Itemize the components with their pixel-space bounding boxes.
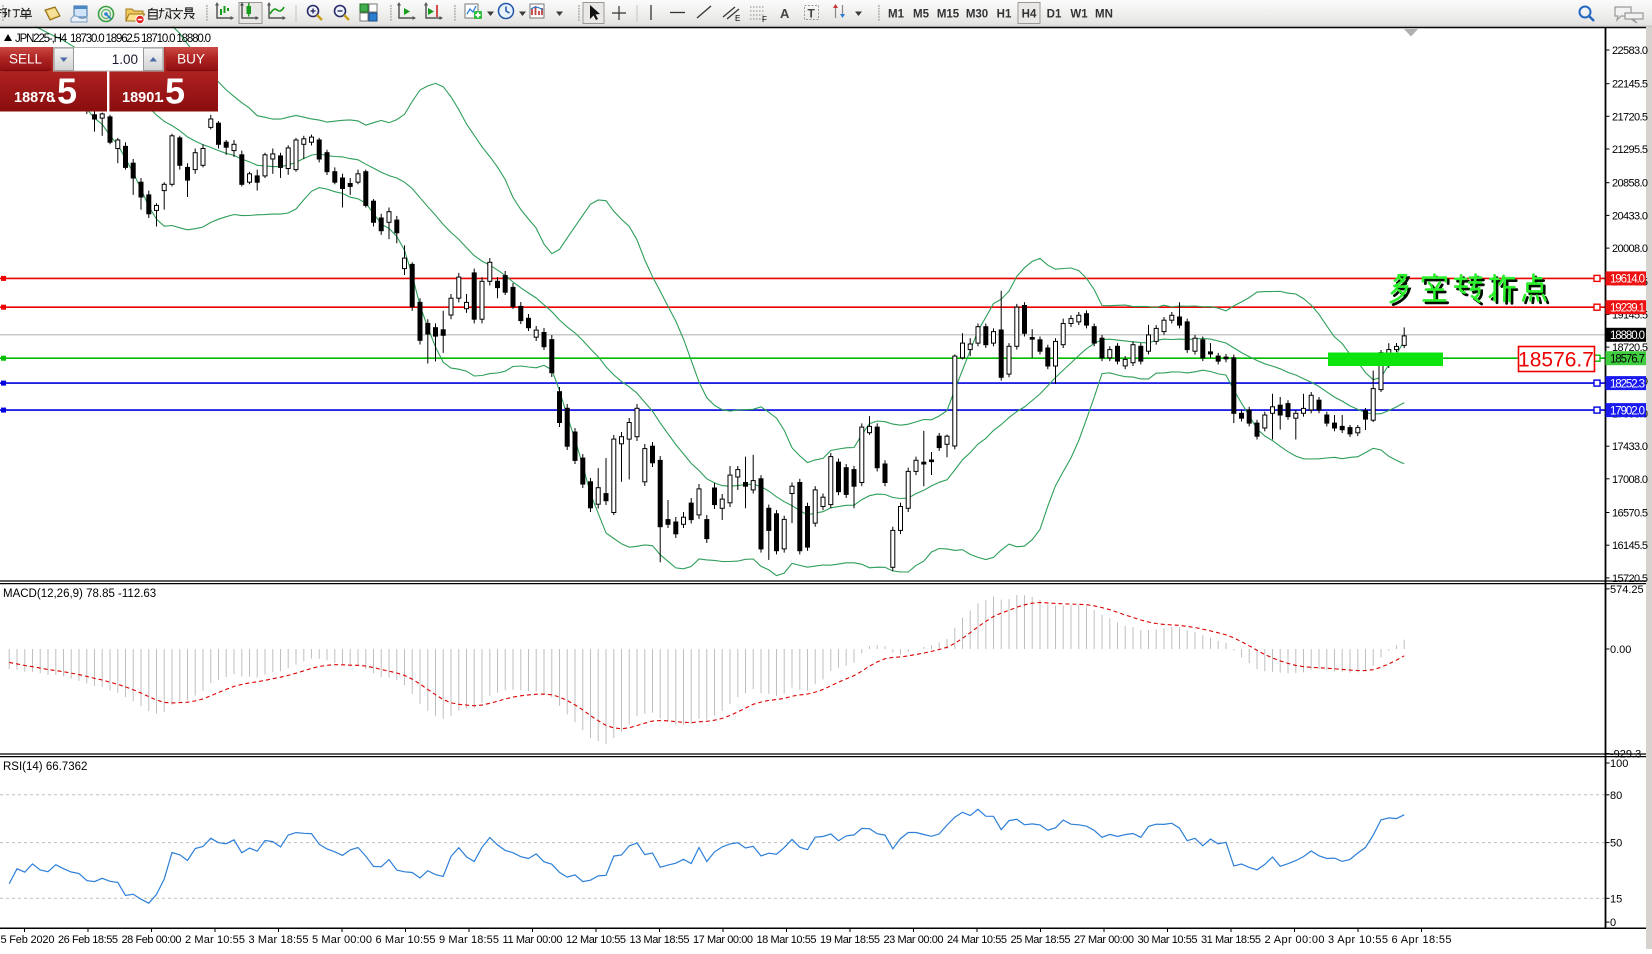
svg-text:1.00: 1.00 xyxy=(112,52,138,67)
svg-text:M30: M30 xyxy=(966,9,988,21)
svg-text:25 Feb 2020: 25 Feb 2020 xyxy=(0,934,55,946)
svg-text:6 Apr 18:55: 6 Apr 18:55 xyxy=(1392,934,1452,946)
svg-text:5: 5 xyxy=(165,71,185,112)
svg-text:12 Mar 10:55: 12 Mar 10:55 xyxy=(566,934,626,946)
svg-text:BUY: BUY xyxy=(177,52,205,67)
svg-text:31 Mar 18:55: 31 Mar 18:55 xyxy=(1201,934,1261,946)
svg-text:22583.0: 22583.0 xyxy=(1612,45,1648,57)
svg-text:D1: D1 xyxy=(1047,9,1062,21)
svg-text:30 Mar 10:55: 30 Mar 10:55 xyxy=(1138,934,1198,946)
svg-text:22145.5: 22145.5 xyxy=(1612,79,1648,91)
svg-text:11 Mar 00:00: 11 Mar 00:00 xyxy=(503,934,563,946)
svg-text:18901: 18901 xyxy=(122,90,162,106)
svg-text:2 Mar 10:55: 2 Mar 10:55 xyxy=(185,934,245,946)
svg-text:5 Mar 00:00: 5 Mar 00:00 xyxy=(312,934,372,946)
svg-text:24 Mar 10:55: 24 Mar 10:55 xyxy=(947,934,1007,946)
svg-text:23 Mar 00:00: 23 Mar 00:00 xyxy=(884,934,944,946)
svg-text:.: . xyxy=(160,89,164,106)
svg-text:18576.7: 18576.7 xyxy=(1610,353,1645,365)
svg-text:19239.1: 19239.1 xyxy=(1610,302,1645,314)
svg-text:26 Feb 18:55: 26 Feb 18:55 xyxy=(58,934,118,946)
svg-text:16145.5: 16145.5 xyxy=(1612,540,1648,552)
svg-text:15720.5: 15720.5 xyxy=(1612,573,1648,585)
svg-text:T: T xyxy=(808,7,816,21)
svg-text:6 Mar 10:55: 6 Mar 10:55 xyxy=(376,934,436,946)
svg-text:M1: M1 xyxy=(888,9,905,21)
svg-text:RSI(14) 66.7362: RSI(14) 66.7362 xyxy=(3,761,87,773)
svg-text:-929.3: -929.3 xyxy=(1610,749,1641,761)
svg-text:H1: H1 xyxy=(997,9,1012,21)
svg-text:20008.0: 20008.0 xyxy=(1612,243,1648,255)
svg-text:80: 80 xyxy=(1610,790,1622,802)
svg-text:21295.5: 21295.5 xyxy=(1612,144,1648,156)
svg-text:15: 15 xyxy=(1610,893,1622,905)
svg-text:100: 100 xyxy=(1610,758,1628,770)
svg-text:SELL: SELL xyxy=(9,52,43,67)
svg-text:18720.5: 18720.5 xyxy=(1612,342,1648,354)
svg-text:28 Feb 00:00: 28 Feb 00:00 xyxy=(122,934,182,946)
svg-text:17 Mar 00:00: 17 Mar 00:00 xyxy=(693,934,753,946)
svg-text:3 Mar 18:55: 3 Mar 18:55 xyxy=(249,934,309,946)
svg-text:F: F xyxy=(762,15,767,24)
svg-text:17008.0: 17008.0 xyxy=(1612,474,1648,486)
svg-text:18878: 18878 xyxy=(14,90,54,106)
svg-text:0.00: 0.00 xyxy=(1610,644,1631,656)
svg-text:19 Mar 18:55: 19 Mar 18:55 xyxy=(820,934,880,946)
svg-text:27 Mar 00:00: 27 Mar 00:00 xyxy=(1074,934,1134,946)
svg-text:18 Mar 10:55: 18 Mar 10:55 xyxy=(757,934,817,946)
svg-text:25 Mar 18:55: 25 Mar 18:55 xyxy=(1011,934,1071,946)
svg-text:20433.0: 20433.0 xyxy=(1612,210,1648,222)
svg-text:19614.0: 19614.0 xyxy=(1610,274,1645,286)
svg-text:MN: MN xyxy=(1095,9,1113,21)
svg-text:3 Apr 10:55: 3 Apr 10:55 xyxy=(1328,934,1388,946)
svg-text:M5: M5 xyxy=(913,9,930,21)
svg-text:0: 0 xyxy=(1610,917,1616,929)
svg-text:A: A xyxy=(780,6,790,21)
svg-text:574.25: 574.25 xyxy=(1610,584,1644,596)
svg-text:17902.0: 17902.0 xyxy=(1610,405,1645,417)
svg-text:JPN225-,H4 18730.0 18962.5 18: JPN225-,H4 18730.0 18962.5 18710.0 18880… xyxy=(15,33,211,45)
svg-text:W1: W1 xyxy=(1070,9,1088,21)
svg-text:2 Apr 00:00: 2 Apr 00:00 xyxy=(1265,934,1325,946)
svg-text:MACD(12,26,9) 78.85 -112.63: MACD(12,26,9) 78.85 -112.63 xyxy=(3,588,156,600)
svg-text:.: . xyxy=(52,89,56,106)
svg-text:50: 50 xyxy=(1610,838,1622,850)
svg-text:18576.7: 18576.7 xyxy=(1518,349,1594,372)
svg-text:M15: M15 xyxy=(937,9,960,21)
svg-text:21720.5: 21720.5 xyxy=(1612,111,1648,123)
svg-text:20858.0: 20858.0 xyxy=(1612,178,1648,190)
svg-text:17433.0: 17433.0 xyxy=(1612,441,1648,453)
svg-text:18880.0: 18880.0 xyxy=(1610,330,1645,342)
svg-text:9 Mar 18:55: 9 Mar 18:55 xyxy=(439,934,499,946)
svg-text:E: E xyxy=(735,14,740,23)
svg-text:5: 5 xyxy=(57,71,77,112)
svg-text:16570.5: 16570.5 xyxy=(1612,508,1648,520)
svg-text:H4: H4 xyxy=(1022,9,1037,21)
svg-text:18252.3: 18252.3 xyxy=(1610,378,1645,390)
svg-text:13 Mar 18:55: 13 Mar 18:55 xyxy=(630,934,690,946)
